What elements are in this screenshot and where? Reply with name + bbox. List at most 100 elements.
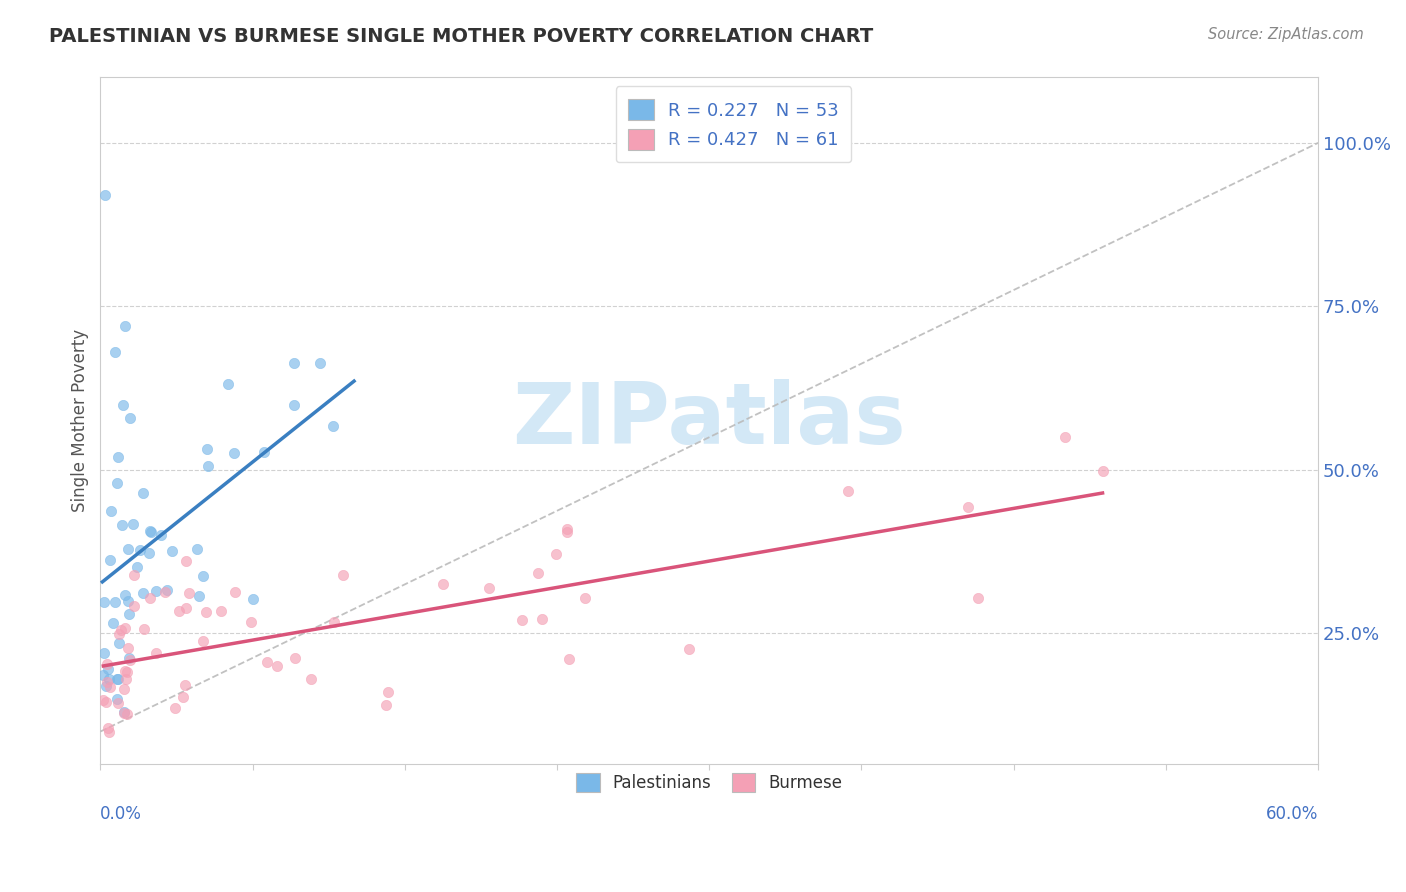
Point [432, 576, 454, 591]
Point [114, 672, 136, 686]
Point [478, 581, 501, 595]
Point [557, 525, 579, 540]
Legend: Palestinians, Burmese: Palestinians, Burmese [565, 762, 853, 804]
Point [323, 615, 346, 630]
Point [112, 705, 135, 719]
Point [256, 655, 278, 669]
Y-axis label: Single Mother Poverty: Single Mother Poverty [72, 329, 89, 512]
Point [145, 646, 167, 660]
Point [98, 552, 121, 566]
Point [527, 566, 550, 580]
Point [283, 398, 305, 412]
Point [97, 721, 120, 735]
Point [114, 621, 136, 635]
Point [97, 672, 120, 686]
Point [186, 541, 208, 556]
Point [108, 636, 131, 650]
Point [546, 547, 568, 561]
Point [156, 582, 179, 597]
Text: 60.0%: 60.0% [1265, 805, 1319, 823]
Point [163, 700, 186, 714]
Point [103, 616, 125, 631]
Point [191, 569, 214, 583]
Point [128, 543, 150, 558]
Point [160, 544, 183, 558]
Point [837, 484, 859, 499]
Point [172, 690, 194, 704]
Point [224, 446, 246, 460]
Text: ZIPatlas: ZIPatlas [512, 379, 905, 462]
Point [139, 591, 162, 606]
Point [107, 627, 129, 641]
Point [138, 524, 160, 538]
Point [105, 475, 128, 490]
Point [266, 658, 288, 673]
Point [104, 595, 127, 609]
Point [574, 591, 596, 606]
Point [332, 567, 354, 582]
Point [322, 419, 344, 434]
Point [98, 680, 121, 694]
Point [96, 657, 118, 671]
Point [194, 605, 217, 619]
Point [167, 604, 190, 618]
Point [118, 607, 141, 622]
Point [96, 679, 118, 693]
Point [114, 664, 136, 678]
Point [117, 707, 139, 722]
Text: 0.0%: 0.0% [100, 805, 142, 823]
Point [193, 634, 215, 648]
Point [187, 589, 209, 603]
Point [299, 672, 322, 686]
Point [122, 517, 145, 532]
Point [97, 724, 120, 739]
Point [93, 595, 115, 609]
Point [114, 318, 136, 333]
Point [132, 622, 155, 636]
Point [377, 685, 399, 699]
Point [967, 591, 990, 606]
Point [555, 522, 578, 536]
Point [122, 599, 145, 614]
Point [150, 528, 173, 542]
Point [195, 442, 218, 456]
Point [1091, 464, 1114, 478]
Point [308, 356, 330, 370]
Point [94, 695, 117, 709]
Point [209, 604, 232, 618]
Point [117, 641, 139, 656]
Text: Source: ZipAtlas.com: Source: ZipAtlas.com [1208, 27, 1364, 42]
Point [105, 691, 128, 706]
Point [112, 681, 135, 696]
Point [91, 668, 114, 682]
Point [114, 588, 136, 602]
Point [174, 678, 197, 692]
Point [112, 706, 135, 720]
Point [117, 594, 139, 608]
Point [139, 524, 162, 539]
Point [197, 458, 219, 473]
Point [375, 698, 398, 713]
Point [224, 584, 246, 599]
Point [107, 696, 129, 710]
Point [127, 559, 149, 574]
Point [510, 613, 533, 627]
Point [283, 355, 305, 369]
Point [242, 592, 264, 607]
Text: PALESTINIAN VS BURMESE SINGLE MOTHER POVERTY CORRELATION CHART: PALESTINIAN VS BURMESE SINGLE MOTHER POV… [49, 27, 873, 45]
Point [111, 397, 134, 411]
Point [284, 650, 307, 665]
Point [107, 672, 129, 686]
Point [174, 600, 197, 615]
Point [217, 376, 239, 391]
Point [91, 693, 114, 707]
Point [531, 612, 554, 626]
Point [93, 646, 115, 660]
Point [110, 623, 132, 637]
Point [97, 662, 120, 676]
Point [132, 486, 155, 500]
Point [104, 345, 127, 359]
Point [558, 652, 581, 666]
Point [111, 518, 134, 533]
Point [253, 444, 276, 458]
